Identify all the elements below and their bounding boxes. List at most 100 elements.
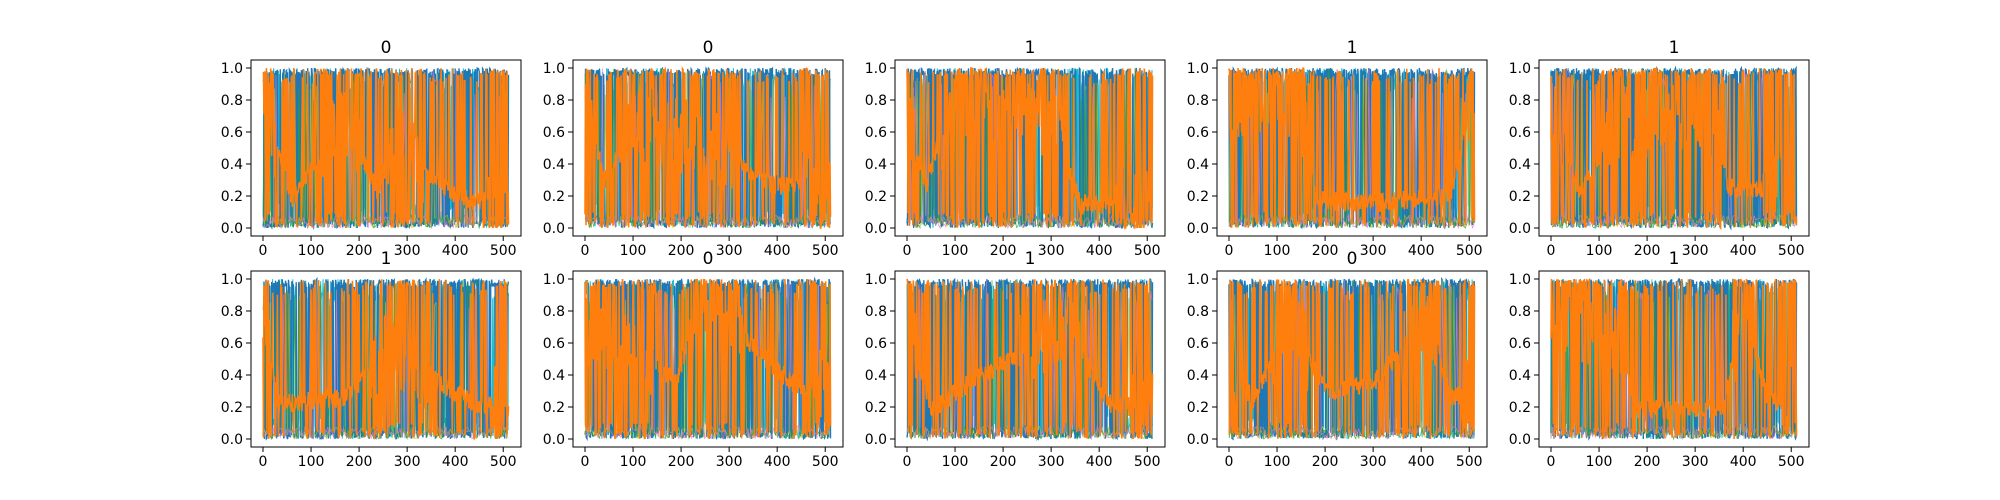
y-tick-label: 0.2 — [221, 189, 243, 205]
series-orange — [262, 279, 510, 441]
series-orange — [1228, 67, 1476, 228]
plot-frame — [894, 59, 1166, 237]
y-tick-label: 0.8 — [221, 304, 243, 320]
y-tick-label: 0.8 — [1187, 304, 1209, 320]
x-tick-label: 200 — [346, 454, 373, 470]
x-tick-label: 500 — [1456, 454, 1483, 470]
plot-frame — [572, 59, 844, 237]
y-tick-label: 0.0 — [543, 221, 565, 237]
series-pink — [1228, 68, 1475, 230]
series-orange — [584, 278, 832, 440]
y-tick-label: 0.0 — [865, 432, 887, 448]
x-tick-label: 100 — [620, 243, 647, 259]
y-tick-label: 0.6 — [543, 336, 565, 352]
y-tick-label: 0.0 — [1509, 432, 1531, 448]
y-tick-label: 0.8 — [865, 304, 887, 320]
x-tick-label: 0 — [1547, 243, 1556, 259]
y-tick-label: 1.0 — [543, 272, 565, 288]
plot-frame — [1538, 59, 1810, 237]
x-tick-label: 0 — [903, 454, 912, 470]
y-tick-label: 0.4 — [543, 157, 565, 173]
subplot-title: 1 — [1025, 38, 1036, 58]
y-tick-label: 0.0 — [865, 221, 887, 237]
x-tick-label: 400 — [1086, 243, 1113, 259]
y-tick-label: 0.4 — [221, 368, 243, 384]
x-tick-label: 400 — [1408, 243, 1435, 259]
plot-area — [1228, 277, 1476, 441]
x-tick-label: 500 — [1134, 454, 1161, 470]
x-tick-label: 0 — [581, 243, 590, 259]
y-tick-label: 0.4 — [1509, 368, 1531, 384]
y-tick-label: 0.2 — [1187, 400, 1209, 416]
subplot-title: 0 — [381, 38, 392, 58]
subplot-title: 1 — [1669, 249, 1680, 269]
x-tick-label: 100 — [1264, 454, 1291, 470]
subplot-title: 0 — [1347, 249, 1358, 269]
x-tick-label: 300 — [716, 454, 743, 470]
plot-area — [906, 66, 1154, 230]
series-orange — [262, 67, 510, 229]
y-tick-label: 0.6 — [1187, 336, 1209, 352]
series-orange — [1550, 66, 1798, 231]
x-tick-label: 0 — [581, 454, 590, 470]
x-tick-label: 400 — [442, 454, 469, 470]
y-tick-label: 1.0 — [1187, 61, 1209, 77]
y-tick-label: 0.2 — [543, 189, 565, 205]
y-tick-label: 0.2 — [865, 189, 887, 205]
series-blue — [906, 277, 1154, 442]
x-tick-label: 500 — [812, 454, 839, 470]
subplot-title: 0 — [703, 249, 714, 269]
y-tick-label: 1.0 — [543, 61, 565, 77]
subplot-2: 0 0 100 200 300 400 500 0.0 0.2 0.4 0.6 0.8 1.0 — [543, 38, 844, 259]
x-tick-label: 300 — [1360, 243, 1387, 259]
y-tick-label: 1.0 — [1187, 272, 1209, 288]
y-tick-label: 0.4 — [1187, 157, 1209, 173]
y-tick-label: 1.0 — [221, 61, 243, 77]
x-tick-label: 100 — [1264, 243, 1291, 259]
x-tick-label: 300 — [1038, 454, 1065, 470]
x-tick-label: 200 — [668, 454, 695, 470]
y-tick-label: 1.0 — [865, 61, 887, 77]
y-tick-label: 0.4 — [1509, 157, 1531, 173]
y-tick-label: 0.8 — [543, 304, 565, 320]
y-tick-label: 0.8 — [865, 93, 887, 109]
y-tick-label: 0.8 — [1509, 304, 1531, 320]
x-tick-label: 500 — [1778, 243, 1805, 259]
series-green — [1228, 280, 1475, 440]
plot-area — [262, 66, 510, 231]
y-tick-label: 0.0 — [1187, 432, 1209, 448]
x-tick-label: 300 — [716, 243, 743, 259]
x-tick-label: 500 — [1134, 243, 1161, 259]
x-tick-label: 200 — [1634, 243, 1661, 259]
x-tick-label: 500 — [812, 243, 839, 259]
subplot-title: 1 — [381, 249, 392, 269]
y-tick-label: 0.4 — [543, 368, 565, 384]
series-orange — [584, 66, 832, 229]
x-tick-label: 100 — [620, 454, 647, 470]
y-tick-label: 0.8 — [543, 93, 565, 109]
plot-area — [906, 277, 1154, 442]
x-tick-label: 400 — [1086, 454, 1113, 470]
x-tick-label: 300 — [1682, 243, 1709, 259]
subplot-10: 1 0 100 200 300 400 500 0.0 0.2 0.4 0.6 0.8 1.0 — [1509, 249, 1810, 470]
y-tick-label: 1.0 — [221, 272, 243, 288]
x-tick-label: 500 — [490, 454, 517, 470]
x-tick-label: 100 — [1586, 454, 1613, 470]
x-tick-label: 300 — [1682, 454, 1709, 470]
plot-frame — [572, 270, 844, 448]
x-tick-label: 200 — [990, 243, 1017, 259]
y-tick-label: 0.6 — [865, 125, 887, 141]
series-green — [1550, 279, 1797, 441]
y-tick-label: 0.0 — [1509, 221, 1531, 237]
subplot-1: 0 0 100 200 300 400 500 0.0 0.2 0.4 0.6 0.8 1.0 — [221, 38, 522, 259]
x-tick-label: 0 — [1225, 243, 1234, 259]
x-tick-label: 0 — [903, 243, 912, 259]
y-tick-label: 0.6 — [865, 336, 887, 352]
x-tick-label: 100 — [942, 243, 969, 259]
x-tick-label: 500 — [1778, 454, 1805, 470]
y-tick-label: 0.0 — [221, 221, 243, 237]
y-tick-label: 0.6 — [221, 336, 243, 352]
y-tick-label: 0.8 — [1187, 93, 1209, 109]
plot-frame — [250, 59, 522, 237]
